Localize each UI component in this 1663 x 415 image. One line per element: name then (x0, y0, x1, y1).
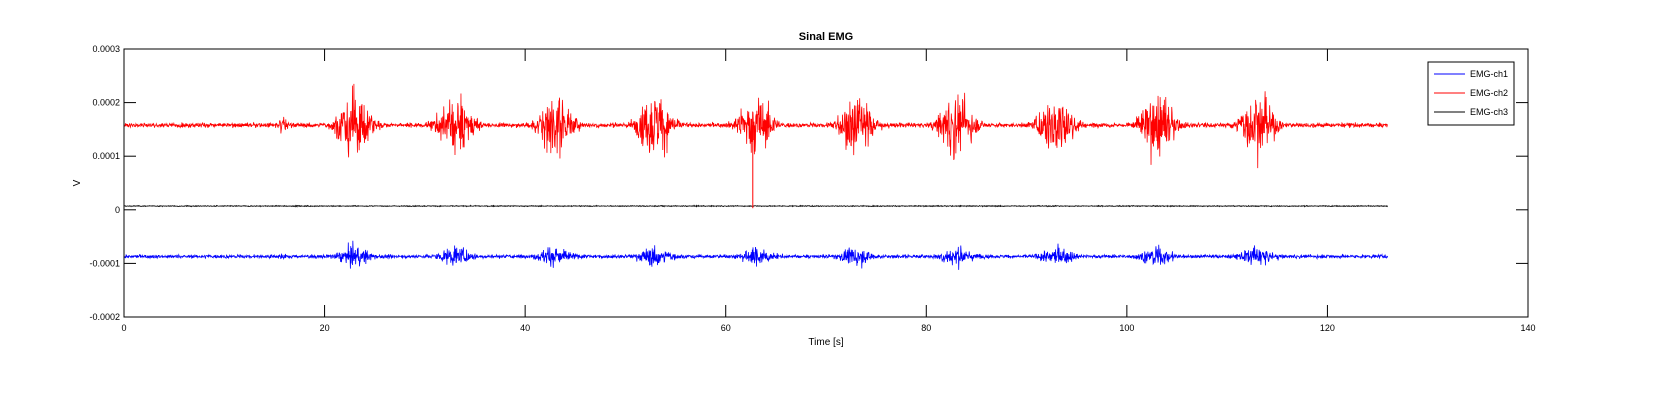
y-axis: -0.0002 -0.0001 0 0.0001 0.0002 0.0003 (89, 44, 1528, 322)
y-tick-label: 0.0002 (92, 98, 120, 108)
x-axis-label: Time [s] (808, 337, 843, 348)
y-tick-label: -0.0002 (89, 312, 120, 322)
series-line-emg-ch1 (123, 240, 1388, 270)
x-tick-label: 60 (721, 323, 731, 333)
y-tick-label: 0 (115, 205, 120, 215)
y-tick-label: -0.0001 (89, 258, 120, 268)
legend-label-ch1: EMG-ch1 (1470, 69, 1508, 79)
y-tick-label: 0.0003 (92, 44, 120, 54)
chart-title: Sinal EMG (799, 31, 853, 43)
y-tick-label: 0.0001 (92, 151, 120, 161)
x-tick-label: 0 (121, 323, 126, 333)
legend-label-ch3: EMG-ch3 (1470, 107, 1508, 117)
x-tick-label: 20 (320, 323, 330, 333)
series-line-emg-ch3 (123, 204, 1388, 208)
x-tick-label: 100 (1119, 323, 1134, 333)
x-axis: 0 20 40 60 80 100 120 140 (121, 49, 1536, 333)
x-tick-label: 120 (1320, 323, 1335, 333)
legend: EMG-ch1 EMG-ch2 EMG-ch3 (1427, 61, 1515, 126)
y-axis-label: V (72, 179, 83, 186)
plot-frame (123, 48, 1529, 318)
x-tick-label: 40 (520, 323, 530, 333)
x-tick-label: 140 (1520, 323, 1535, 333)
series-line-emg-ch2 (123, 83, 1388, 169)
series-layer (123, 83, 1388, 270)
x-tick-label: 80 (921, 323, 931, 333)
legend-label-ch2: EMG-ch2 (1470, 88, 1508, 98)
